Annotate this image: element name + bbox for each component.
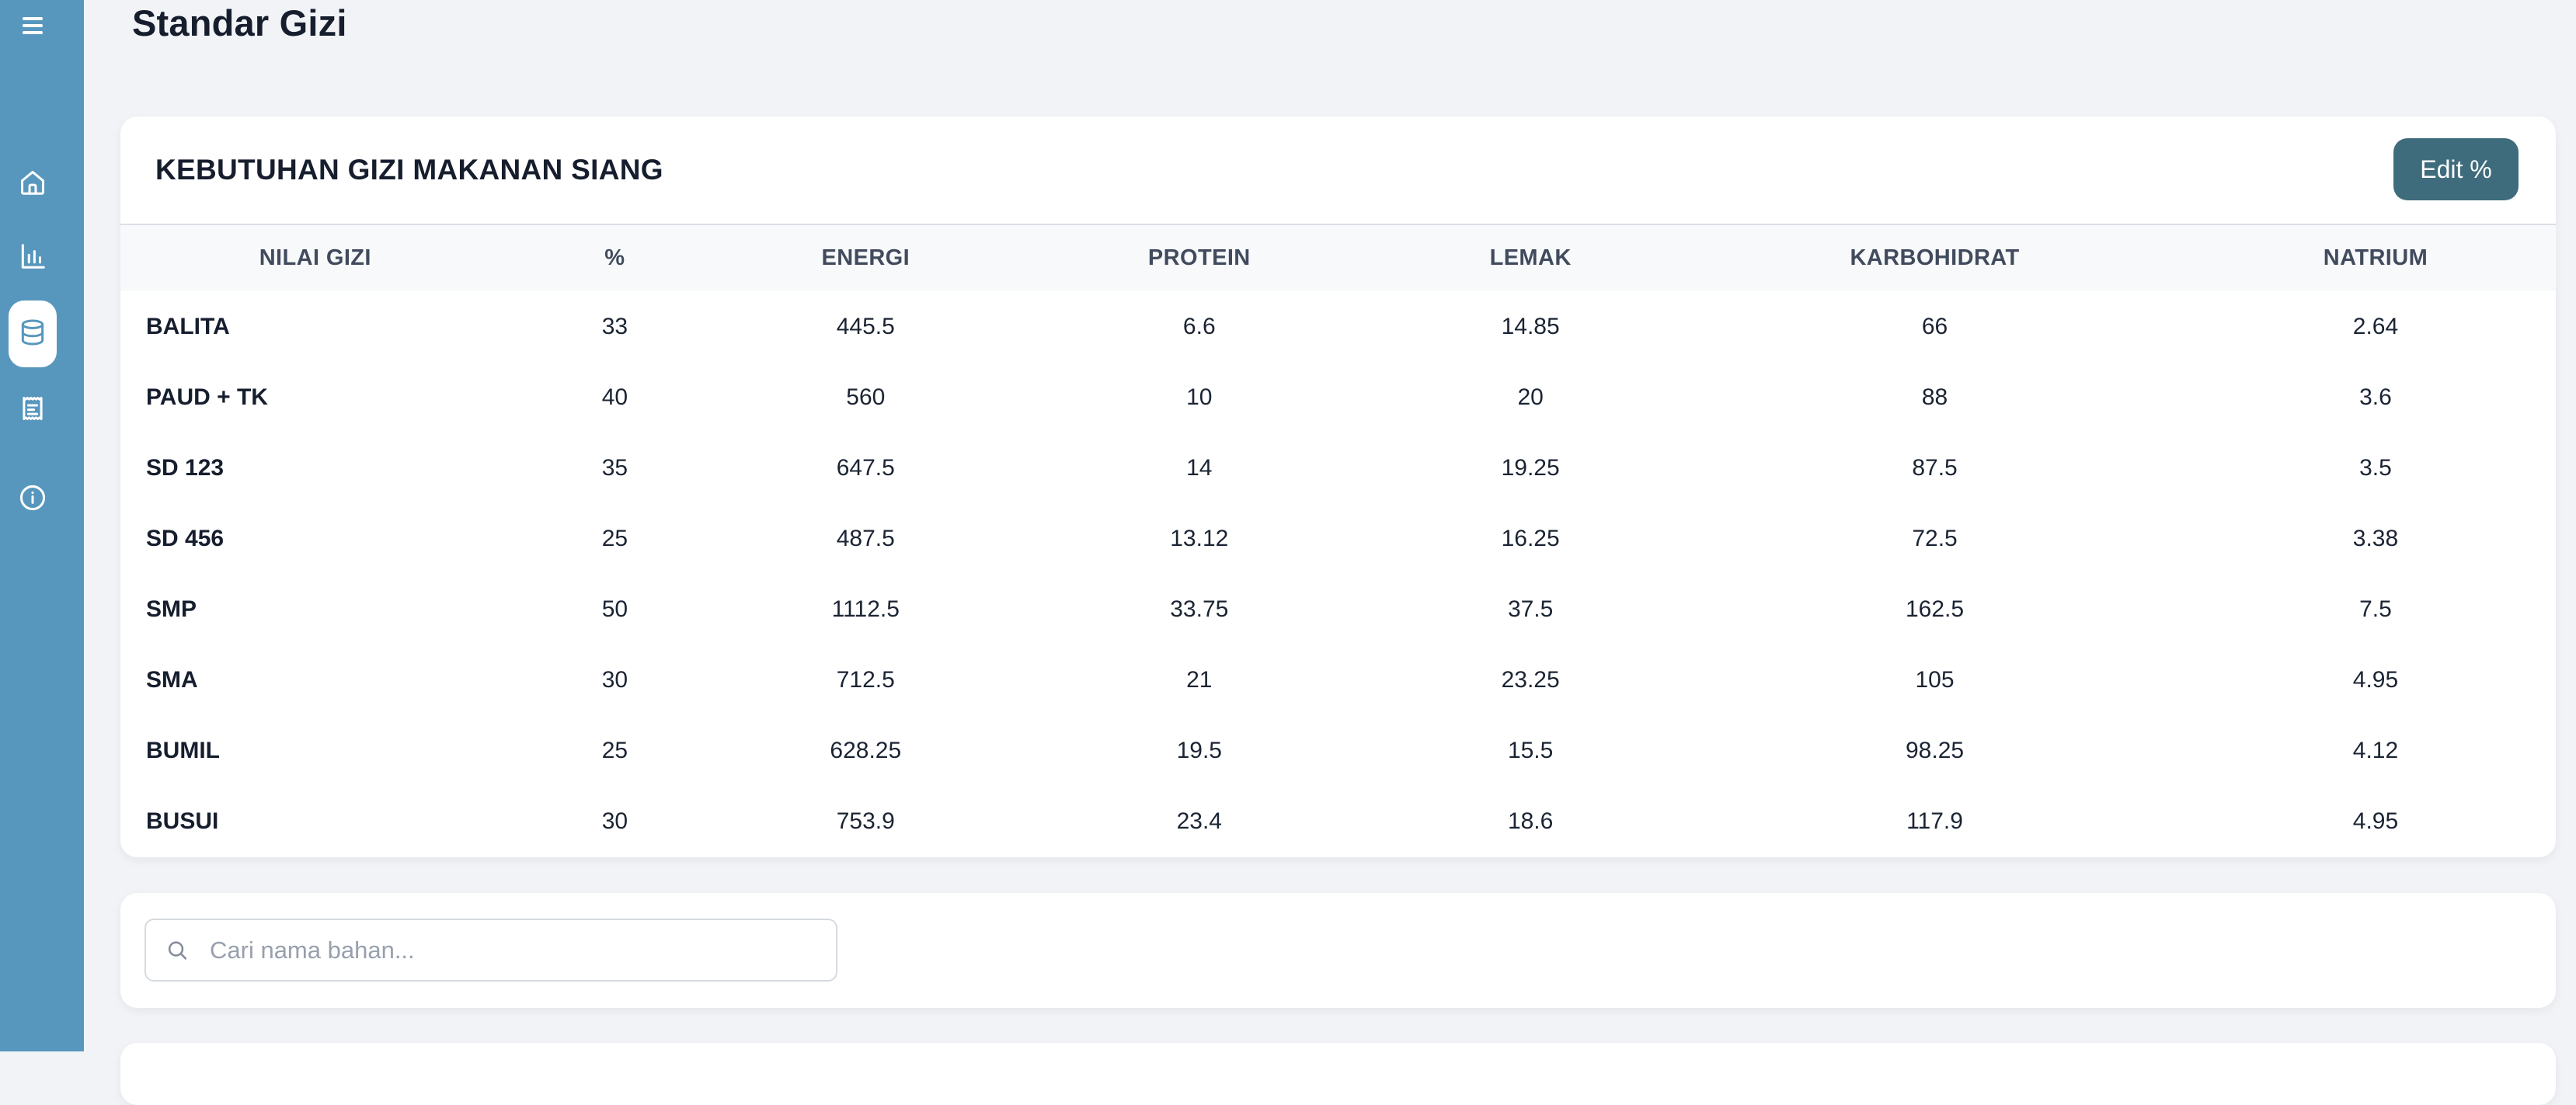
cell--: 35 [601, 454, 628, 481]
row-label: SMA [146, 666, 198, 693]
home-icon [18, 168, 47, 201]
cell-karbohidrat: 105 [1915, 666, 1955, 693]
column-header--: % [604, 245, 625, 270]
sidebar [0, 0, 84, 1051]
cell-lemak: 18.6 [1507, 808, 1554, 834]
sidebar-item-standar-gizi[interactable] [9, 301, 57, 367]
cell-energi: 753.9 [836, 808, 895, 834]
table-row: BUSUI 30 753.9 23.4 18.6 117.9 4.95 [120, 786, 2556, 857]
cell-energi: 1112.5 [831, 596, 900, 622]
table-row: SD 456 25 487.5 13.12 16.25 72.5 3.38 [120, 503, 2556, 574]
cell-natrium: 3.6 [2359, 384, 2392, 410]
cell-karbohidrat: 98.25 [1905, 737, 1965, 763]
column-header-protein: PROTEIN [1147, 245, 1251, 270]
card-header: KEBUTUHAN GIZI MAKANAN SIANG Edit % [120, 116, 2556, 225]
cell-lemak: 14.85 [1501, 313, 1560, 339]
hamburger-icon [23, 17, 43, 20]
column-header-natrium: NATRIUM [2323, 245, 2428, 270]
column-header-nilai-gizi: NILAI GIZI [259, 245, 371, 270]
bottom-card-partial [120, 1043, 2556, 1105]
cell-lemak: 23.25 [1501, 666, 1560, 693]
cell-protein: 6.6 [1182, 313, 1216, 339]
cell-lemak: 20 [1517, 384, 1544, 410]
row-label: SMP [146, 596, 197, 622]
row-label: BUSUI [146, 808, 219, 834]
cell-natrium: 3.5 [2359, 454, 2392, 481]
column-header-karbohidrat: KARBOHIDRAT [1850, 245, 2020, 270]
cell-energi: 628.25 [830, 737, 902, 763]
cell-natrium: 3.38 [2352, 525, 2399, 551]
row-label: BALITA [146, 313, 230, 339]
cell-lemak: 15.5 [1507, 737, 1554, 763]
cell-energi: 487.5 [836, 525, 895, 551]
sidebar-item-statistics[interactable] [9, 234, 57, 282]
table-row: BUMIL 25 628.25 19.5 15.5 98.25 4.12 [120, 715, 2556, 786]
cell-natrium: 4.95 [2352, 666, 2399, 693]
cell--: 30 [601, 666, 628, 693]
cell-energi: 647.5 [836, 454, 895, 481]
main-content: Standar Gizi KEBUTUHAN GIZI MAKANAN SIAN… [84, 0, 2576, 1105]
cell-lemak: 37.5 [1507, 596, 1554, 622]
cell-protein: 13.12 [1170, 525, 1229, 551]
cell-natrium: 2.64 [2352, 313, 2399, 339]
column-header-energi: ENERGI [821, 245, 910, 270]
row-label: BUMIL [146, 737, 220, 763]
cell--: 33 [601, 313, 628, 339]
table-row: SMP 50 1112.5 33.75 37.5 162.5 7.5 [120, 574, 2556, 645]
cell-energi: 712.5 [836, 666, 895, 693]
cell-natrium: 4.12 [2352, 737, 2399, 763]
nutrition-table: NILAI GIZI% ENERGI PROTEIN LEMAK KARBOHIDRAT… [120, 225, 2556, 857]
table-header-row: NILAI GIZI% ENERGI PROTEIN LEMAK KARBOHIDRAT… [120, 225, 2556, 291]
cell-protein: 21 [1186, 666, 1213, 693]
cell--: 50 [601, 596, 628, 622]
card-heading: KEBUTUHAN GIZI MAKANAN SIANG [155, 154, 663, 186]
receipt-icon [18, 394, 47, 427]
cell--: 40 [601, 384, 628, 410]
sidebar-item-info[interactable] [9, 475, 57, 523]
cell-lemak: 16.25 [1501, 525, 1560, 551]
nutrition-standards-card: KEBUTUHAN GIZI MAKANAN SIANG Edit % NILA… [120, 116, 2556, 857]
cell-karbohidrat: 117.9 [1906, 808, 1963, 834]
table-body: BALITA 33 445.5 6.6 14.85 66 2.64 PAUD + TK 40 56… [120, 291, 2556, 857]
column-header-lemak: LEMAK [1489, 245, 1572, 270]
edit-percent-button[interactable]: Edit % [2393, 138, 2519, 200]
cell-karbohidrat: 87.5 [1912, 454, 1958, 481]
table-row: SD 123 35 647.5 14 19.25 87.5 3.5 [120, 433, 2556, 503]
cell-karbohidrat: 88 [1921, 384, 1948, 410]
row-label: PAUD + TK [146, 384, 268, 410]
sidebar-item-home[interactable] [9, 160, 57, 208]
table-row: BALITA 33 445.5 6.6 14.85 66 2.64 [120, 291, 2556, 362]
table-row: SMA 30 712.5 21 23.25 105 4.95 [120, 645, 2556, 715]
table-row: PAUD + TK 40 560 10 20 88 3.6 [120, 362, 2556, 433]
cell--: 25 [601, 737, 628, 763]
cell-lemak: 19.25 [1501, 454, 1560, 481]
info-icon [18, 483, 47, 516]
page-title: Standar Gizi [132, 2, 347, 43]
cell-protein: 10 [1186, 384, 1213, 410]
database-icon [18, 318, 47, 351]
cell-karbohidrat: 72.5 [1912, 525, 1958, 551]
cell-protein: 23.4 [1176, 808, 1222, 834]
bar-chart-icon [18, 242, 47, 275]
cell-natrium: 7.5 [2359, 596, 2392, 622]
cell-protein: 19.5 [1176, 737, 1222, 763]
cell-protein: 14 [1186, 454, 1213, 481]
cell-karbohidrat: 162.5 [1905, 596, 1965, 622]
row-label: SD 123 [146, 454, 225, 481]
cell-energi: 445.5 [836, 313, 895, 339]
row-label: SD 456 [146, 525, 225, 551]
cell--: 25 [601, 525, 628, 551]
search-input[interactable] [144, 919, 837, 982]
search-card [120, 893, 2556, 1008]
cell-protein: 33.75 [1170, 596, 1229, 622]
search-field-wrapper [144, 919, 837, 982]
table-head: NILAI GIZI% ENERGI PROTEIN LEMAK KARBOHIDRAT… [120, 225, 2556, 291]
cell--: 30 [601, 808, 628, 834]
cell-energi: 560 [846, 384, 886, 410]
menu-toggle-button[interactable] [23, 17, 43, 34]
sidebar-item-reports[interactable] [9, 386, 57, 434]
cell-karbohidrat: 66 [1921, 313, 1948, 339]
cell-natrium: 4.95 [2352, 808, 2399, 834]
